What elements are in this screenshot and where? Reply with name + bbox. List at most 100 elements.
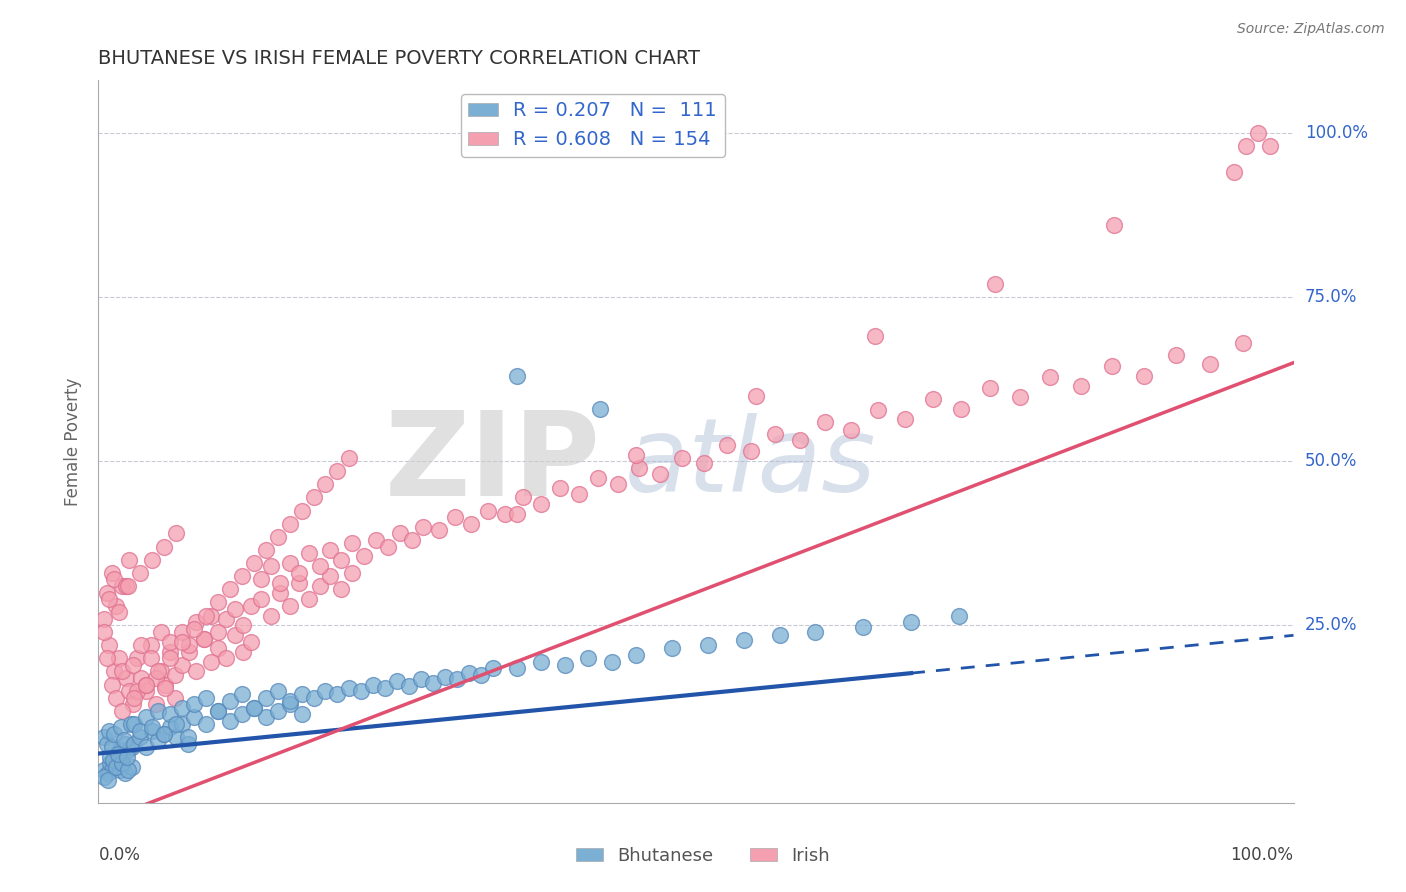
Point: [434, 670, 457, 684]
Point: [183, 710, 205, 724]
Point: [98, 638, 121, 652]
Point: [548, 481, 571, 495]
Point: [124, 737, 146, 751]
Point: [1166, 348, 1188, 362]
Point: [177, 730, 200, 744]
Point: [363, 677, 385, 691]
Point: [101, 760, 124, 774]
Point: [117, 743, 139, 757]
Point: [103, 727, 125, 741]
Point: [243, 700, 266, 714]
Point: [97, 766, 120, 780]
Point: [93, 770, 115, 784]
Point: [626, 648, 648, 662]
Point: [578, 651, 600, 665]
Point: [243, 700, 266, 714]
Point: [661, 641, 683, 656]
Point: [145, 671, 167, 685]
Point: [398, 679, 420, 693]
Point: [1104, 218, 1126, 232]
Point: [693, 456, 716, 470]
Point: [115, 749, 138, 764]
Point: [302, 690, 325, 705]
Point: [401, 533, 423, 547]
Point: [506, 661, 529, 675]
Point: [340, 566, 363, 580]
Point: [110, 720, 132, 734]
Point: [789, 434, 811, 448]
Point: [207, 595, 229, 609]
Text: 75.0%: 75.0%: [1305, 288, 1357, 306]
Point: [159, 651, 181, 665]
Point: [219, 582, 242, 597]
Point: [626, 448, 648, 462]
Point: [103, 573, 125, 587]
Point: [250, 573, 273, 587]
Point: [177, 737, 200, 751]
Point: [141, 553, 163, 567]
Point: [308, 559, 330, 574]
Point: [105, 753, 128, 767]
Point: [589, 401, 612, 416]
Point: [1199, 357, 1222, 371]
Point: [326, 464, 349, 478]
Point: [122, 657, 145, 672]
Point: [111, 747, 134, 761]
Point: [165, 730, 187, 744]
Text: ZIP: ZIP: [384, 406, 600, 521]
Point: [114, 766, 136, 780]
Point: [172, 625, 194, 640]
Point: [291, 503, 314, 517]
Point: [183, 698, 205, 712]
Point: [96, 651, 118, 665]
Point: [443, 510, 465, 524]
Point: [232, 645, 254, 659]
Point: [219, 694, 242, 708]
Point: [254, 542, 277, 557]
Point: [278, 599, 301, 613]
Point: [98, 749, 122, 764]
Point: [215, 651, 238, 665]
Point: [330, 582, 353, 597]
Point: [733, 632, 755, 647]
Point: [111, 579, 134, 593]
Point: [149, 665, 172, 679]
Point: [1008, 390, 1031, 404]
Point: [96, 585, 118, 599]
Point: [364, 533, 387, 547]
Point: [129, 723, 152, 738]
Point: [159, 645, 181, 659]
Point: [141, 723, 163, 738]
Point: [111, 756, 134, 771]
Point: [267, 704, 290, 718]
Point: [250, 592, 273, 607]
Point: [153, 727, 176, 741]
Text: Source: ZipAtlas.com: Source: ZipAtlas.com: [1237, 22, 1385, 37]
Point: [200, 608, 222, 623]
Point: [165, 526, 187, 541]
Point: [506, 507, 529, 521]
Point: [554, 657, 576, 672]
Point: [125, 684, 148, 698]
Point: [319, 569, 342, 583]
Point: [269, 585, 291, 599]
Point: [602, 655, 624, 669]
Point: [948, 608, 970, 623]
Point: [422, 676, 444, 690]
Point: [671, 450, 693, 465]
Text: 25.0%: 25.0%: [1305, 616, 1357, 634]
Point: [385, 674, 409, 689]
Point: [224, 602, 246, 616]
Text: 100.0%: 100.0%: [1305, 124, 1368, 142]
Point: [427, 523, 450, 537]
Point: [135, 677, 157, 691]
Point: [298, 546, 321, 560]
Point: [121, 760, 143, 774]
Point: [900, 615, 922, 630]
Point: [159, 707, 181, 722]
Point: [745, 388, 768, 402]
Point: [866, 403, 889, 417]
Point: [350, 684, 373, 698]
Point: [259, 608, 281, 623]
Point: [291, 707, 314, 722]
